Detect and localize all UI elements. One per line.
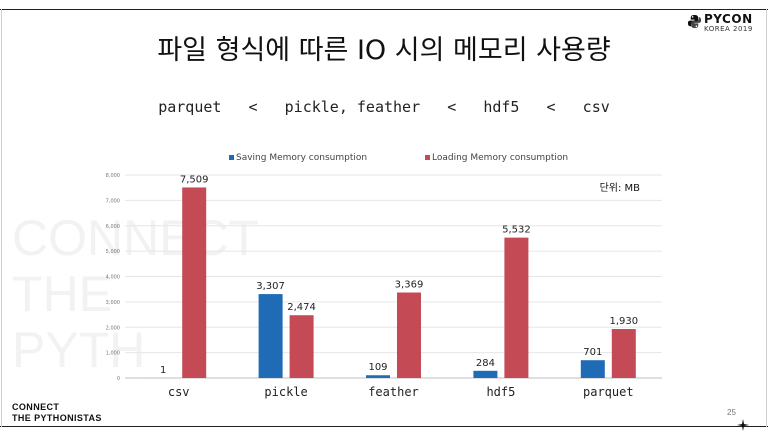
y-tick-label: 4,000: [106, 275, 120, 281]
bar-loading: [289, 315, 314, 378]
y-tick-label: 0: [117, 376, 120, 382]
bar-loading: [611, 329, 636, 378]
data-label: 3,307: [256, 281, 285, 292]
page-number: 25: [727, 408, 736, 417]
data-label: 701: [583, 347, 602, 358]
x-tick-label: pickle: [264, 385, 307, 399]
y-tick-label: 5,000: [106, 249, 120, 255]
legend-label: Loading Memory consumption: [432, 153, 568, 163]
bar-loading: [504, 237, 529, 378]
right-border: [766, 9, 767, 427]
bar-loading: [182, 187, 207, 378]
x-tick-label: feather: [368, 385, 419, 399]
sparkle-icon: [737, 419, 749, 431]
pycon-logo: PYCON KOREA 2019: [687, 12, 759, 36]
y-tick-label: 3,000: [106, 300, 120, 306]
data-label: 109: [368, 362, 387, 373]
legend-label: Saving Memory consumption: [236, 153, 367, 163]
x-tick-label: parquet: [583, 385, 634, 399]
y-tick-label: 1,000: [106, 351, 120, 357]
bar-saving: [258, 294, 283, 378]
x-tick-label: hdf5: [486, 385, 515, 399]
legend-swatch: [229, 155, 234, 160]
y-tick-label: 6,000: [106, 224, 120, 230]
python-logo-icon: [687, 14, 702, 29]
data-label: 284: [476, 358, 495, 369]
footer-line: THE PYTHONISTAS: [12, 413, 102, 423]
footer-line: CONNECT: [12, 402, 60, 412]
footer-tagline: CONNECT THE PYTHONISTAS: [12, 402, 102, 424]
data-label: 3,369: [395, 280, 424, 291]
data-label: 7,509: [180, 174, 209, 185]
y-tick-label: 7,000: [106, 198, 120, 204]
x-tick-label: csv: [168, 385, 190, 399]
legend-swatch: [425, 155, 430, 160]
slide-subtitle: parquet < pickle, feather < hdf5 < csv: [158, 98, 610, 116]
data-label: 5,532: [502, 225, 531, 236]
data-label: 1,930: [609, 316, 638, 327]
data-label: 1: [160, 365, 166, 376]
bottom-border: [0, 426, 768, 427]
bar-saving: [473, 370, 498, 378]
slide-title: 파일 형식에 따른 IO 시의 메모리 사용량: [157, 35, 611, 66]
left-border: [1, 9, 2, 427]
top-border: [0, 9, 768, 10]
logo-subtext: KOREA 2019: [704, 25, 753, 33]
logo-text: PYCON: [704, 12, 753, 26]
y-tick-label: 8,000: [106, 173, 120, 179]
bar-loading: [397, 292, 421, 378]
bar-saving: [366, 375, 390, 378]
data-label: 2,474: [287, 302, 316, 313]
y-tick-label: 2,000: [106, 325, 120, 331]
unit-label: 단위: MB: [600, 181, 641, 194]
bar-saving: [580, 360, 605, 378]
